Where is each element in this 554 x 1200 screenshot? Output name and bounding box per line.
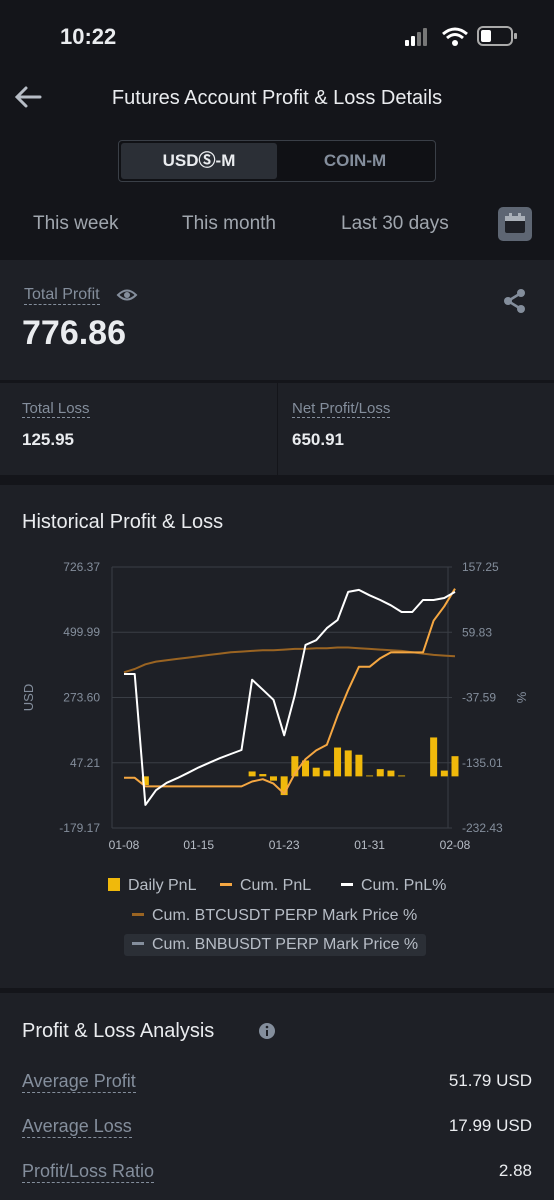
eye-icon[interactable] xyxy=(116,286,138,304)
total-profit-value: 776.86 xyxy=(22,314,126,352)
info-icon[interactable] xyxy=(258,1022,276,1040)
legend-item[interactable]: Cum. BNBUSDT PERP Mark Price % xyxy=(124,934,427,956)
tab[interactable]: COIN-M xyxy=(323,151,387,170)
chart: -179.17 47.21 273.60 499.99 726.37 -232.43 -13… xyxy=(21,560,529,852)
bar xyxy=(259,774,267,777)
tab-group: USDⓈ-M COIN-M xyxy=(118,140,436,182)
y-tick-label: -179.17 xyxy=(59,821,100,835)
line xyxy=(123,646,456,674)
legend-swatch xyxy=(132,942,144,945)
x-tick-label: 01-15 xyxy=(183,838,214,852)
x-tick-label: 02-08 xyxy=(440,838,471,852)
y2-tick-label: -232.43 xyxy=(462,821,503,835)
legend-item[interactable]: Cum. PnL xyxy=(212,875,319,897)
legend-item[interactable]: Cum. PnL% xyxy=(333,875,454,897)
bar xyxy=(334,747,342,777)
period-tab[interactable]: Last 30 days xyxy=(341,213,449,234)
legend-swatch xyxy=(341,883,353,886)
bar xyxy=(280,776,288,796)
legend-item[interactable]: Daily PnL xyxy=(100,875,204,897)
bar xyxy=(344,750,352,777)
y2-axis-title: % xyxy=(514,691,529,703)
y2-tick-label: 157.25 xyxy=(462,560,499,574)
x-tick-label: 01-31 xyxy=(354,838,385,852)
bar xyxy=(376,769,384,777)
period-tab[interactable]: This week xyxy=(33,213,119,234)
bar xyxy=(430,737,438,777)
analysis-label[interactable]: Profit/Loss Ratio xyxy=(22,1161,155,1183)
tab-active[interactable]: USDⓈ-M xyxy=(121,143,277,179)
y-tick-label: 47.21 xyxy=(70,756,100,770)
profit-card: Total Profit 776.86 xyxy=(0,260,554,380)
bar xyxy=(451,756,459,777)
page-title: Futures Account Profit & Loss Details xyxy=(111,87,443,109)
legend-label: Cum. BTCUSDT PERP Mark Price % xyxy=(152,907,418,924)
divider xyxy=(277,383,278,475)
line xyxy=(124,588,456,795)
chart-card: Historical Profit & Loss -179.17 47.21 273… xyxy=(0,485,554,988)
net-pnl-label[interactable]: Net Profit/Loss xyxy=(292,400,391,418)
legend: Daily PnL Cum. PnL Cum. PnL% Cum. BTCUSDT P… xyxy=(0,875,554,975)
analysis-card: Profit & Loss Analysis Average Profit 51.… xyxy=(0,993,554,1200)
status-time: 10:22 xyxy=(60,24,117,49)
back-button[interactable] xyxy=(12,84,44,110)
legend-swatch xyxy=(132,913,144,916)
y-tick-label: 273.60 xyxy=(63,691,100,705)
bar xyxy=(302,760,310,777)
analysis-value: 2.88 xyxy=(498,1161,532,1180)
bar xyxy=(248,771,256,777)
y-tick-label: 499.99 xyxy=(63,625,100,639)
status-icons xyxy=(405,26,517,46)
analysis-label[interactable]: Average Profit xyxy=(22,1071,136,1093)
period-tab[interactable]: This month xyxy=(182,213,276,234)
loss-card: Total Loss 125.95 Net Profit/Loss 650.91 xyxy=(0,383,554,475)
legend-item[interactable]: Cum. BTCUSDT PERP Mark Price % xyxy=(124,905,425,927)
x-tick-label: 01-23 xyxy=(269,838,300,852)
y-tick-label: 726.37 xyxy=(63,560,100,574)
y2-tick-label: 59.83 xyxy=(462,625,492,639)
legend-label: Cum. BNBUSDT PERP Mark Price % xyxy=(152,936,419,953)
y2-tick-label: -135.01 xyxy=(462,756,503,770)
legend-label: Cum. PnL% xyxy=(361,877,447,894)
bar xyxy=(291,756,299,777)
total-loss-label[interactable]: Total Loss xyxy=(22,400,90,418)
bar xyxy=(398,775,406,777)
net-pnl-value: 650.91 xyxy=(292,430,344,449)
y2-tick-label: -37.59 xyxy=(462,691,496,705)
total-profit-label[interactable]: Total Profit xyxy=(24,286,100,305)
analysis-value: 17.99 USD xyxy=(448,1116,532,1135)
bar xyxy=(440,770,448,777)
total-loss-value: 125.95 xyxy=(22,430,74,449)
legend-swatch xyxy=(220,883,232,886)
legend-label: Cum. PnL xyxy=(240,877,312,894)
bar xyxy=(323,770,331,777)
bar xyxy=(355,754,363,777)
bar xyxy=(312,767,320,777)
chart-title: Historical Profit & Loss xyxy=(22,511,224,533)
line xyxy=(124,588,456,806)
bar xyxy=(269,776,277,781)
share-button[interactable] xyxy=(502,288,528,314)
legend-label: Daily PnL xyxy=(128,877,197,894)
bar xyxy=(387,770,395,777)
analysis-title: Profit & Loss Analysis xyxy=(22,1020,215,1042)
bar xyxy=(141,776,149,786)
analysis-value: 51.79 USD xyxy=(448,1071,532,1090)
analysis-label[interactable]: Average Loss xyxy=(22,1116,132,1138)
bar xyxy=(366,775,374,777)
legend-swatch xyxy=(108,878,120,891)
y-axis-title: USD xyxy=(21,684,36,711)
x-tick-label: 01-08 xyxy=(109,838,140,852)
calendar-button[interactable] xyxy=(498,207,532,241)
